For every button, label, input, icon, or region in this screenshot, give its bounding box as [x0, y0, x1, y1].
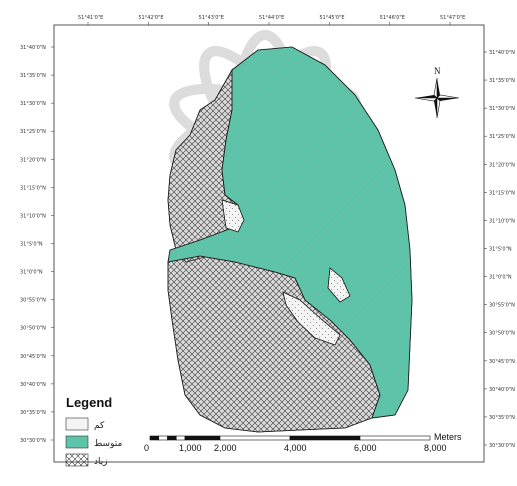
- legend-label-high: کم: [94, 421, 105, 431]
- left-tick-label: 31°35'0"N: [20, 73, 46, 79]
- left-tick-label: 30°40'0"N: [20, 382, 46, 388]
- top-tick-label: 51°45'0"E: [319, 15, 344, 21]
- scale-bar-label: 6,000: [354, 443, 377, 453]
- scale-bar-label: 2,000: [214, 443, 237, 453]
- top-tick-label: 51°46'0"E: [380, 15, 405, 21]
- left-tick-label: 30°35'0"N: [20, 410, 46, 416]
- scale-bar-segment: [158, 435, 168, 441]
- legend-title: Legend: [66, 395, 112, 410]
- legend-item-high: کم: [65, 417, 105, 431]
- legend-label-medium: متوسط: [94, 439, 122, 449]
- top-tick-label: 51°44'0"E: [259, 15, 284, 21]
- top-tick-label: 51°47'0"E: [440, 15, 465, 21]
- left-tick-label: 31°25'0"N: [20, 129, 46, 135]
- left-tick-label: 31°20'0"N: [20, 157, 46, 163]
- top-tick-label: 51°41'0"E: [78, 15, 103, 21]
- left-tick-label: 30°55'0"N: [20, 298, 46, 304]
- scale-bar-segment: [184, 435, 221, 441]
- left-tick-label: 30°45'0"N: [20, 354, 46, 360]
- right-tick-label: 30°30'0"N: [489, 443, 515, 449]
- right-tick-label: 31°20'0"N: [489, 162, 515, 168]
- scale-bar-segment: [167, 435, 177, 441]
- scale-bar-segment: [359, 435, 431, 441]
- top-tick-label: 51°42'0"E: [138, 15, 163, 21]
- scale-bar-segment: [219, 435, 291, 441]
- zone-high-pocket-c-dots: [221, 199, 245, 233]
- right-tick-label: 30°35'0"N: [489, 415, 515, 421]
- zone-high-pocket-a-dots: [282, 291, 341, 346]
- zone-high-pocket-b-dots: [327, 267, 351, 303]
- scale-bar-unit: Meters: [434, 432, 462, 442]
- left-tick-label: 30°30'0"N: [20, 438, 46, 444]
- left-tick-label: 31°40'0"N: [20, 45, 46, 51]
- legend-item-medium: متوسط: [65, 435, 122, 449]
- left-tick-label: 31°30'0"N: [20, 101, 46, 107]
- scale-bar-label: 4,000: [284, 443, 307, 453]
- scale-bar-segment: [289, 435, 361, 441]
- legend-swatch-low: [65, 453, 89, 467]
- zone-medium: [167, 46, 413, 419]
- right-tick-label: 31°5'0"N: [489, 247, 512, 253]
- right-tick-label: 31°35'0"N: [489, 78, 515, 84]
- north-arrow-label: N: [434, 66, 441, 76]
- right-graticule-ticks: 31°40'0"N 31°35'0"N 31°30'0"N 31°25'0"N 31°2…: [484, 50, 515, 449]
- scale-bar-segment: [175, 435, 186, 441]
- left-graticule-ticks: 31°40'0"N 31°35'0"N 31°30'0"N 31°25'0"N 31°2…: [20, 45, 54, 444]
- scale-bar: Meters 0 1,000 2,000 4,000 6,000 8,000: [144, 432, 462, 453]
- left-tick-label: 31°0'0"N: [20, 270, 43, 276]
- zone-high: [221, 199, 351, 346]
- right-tick-label: 30°50'0"N: [489, 331, 515, 337]
- left-tick-label: 31°5'0"N: [20, 242, 43, 248]
- right-tick-label: 30°45'0"N: [489, 359, 515, 365]
- top-tick-label: 51°43'0"E: [199, 15, 224, 21]
- scale-bar-label: 1,000: [179, 443, 202, 453]
- right-tick-label: 31°40'0"N: [489, 50, 515, 56]
- left-tick-label: 30°50'0"N: [20, 326, 46, 332]
- scale-bar-label: 8,000: [424, 443, 447, 453]
- right-tick-label: 31°10'0"N: [489, 218, 515, 224]
- legend-item-low: زیاد: [65, 453, 108, 467]
- top-graticule-ticks: 51°41'0"E 51°42'0"E 51°43'0"E 51°44'0"E 51°4…: [78, 15, 465, 25]
- right-tick-label: 31°30'0"N: [489, 106, 515, 112]
- right-tick-label: 31°0'0"N: [489, 275, 512, 281]
- scale-bar-segment: [149, 435, 160, 441]
- right-tick-label: 30°40'0"N: [489, 387, 515, 393]
- scale-bar-label: 0: [144, 443, 149, 453]
- right-tick-label: 31°15'0"N: [489, 190, 515, 196]
- legend-swatch-high: [65, 417, 89, 431]
- legend-label-low: زیاد: [94, 457, 108, 467]
- right-tick-label: 31°25'0"N: [489, 134, 515, 140]
- left-tick-label: 31°10'0"N: [20, 213, 46, 219]
- legend-swatch-medium: [65, 435, 89, 449]
- right-tick-label: 30°55'0"N: [489, 303, 515, 309]
- legend: Legend کم متوسط زیاد: [65, 395, 122, 467]
- left-tick-label: 31°15'0"N: [20, 185, 46, 191]
- north-arrow: N: [414, 66, 460, 119]
